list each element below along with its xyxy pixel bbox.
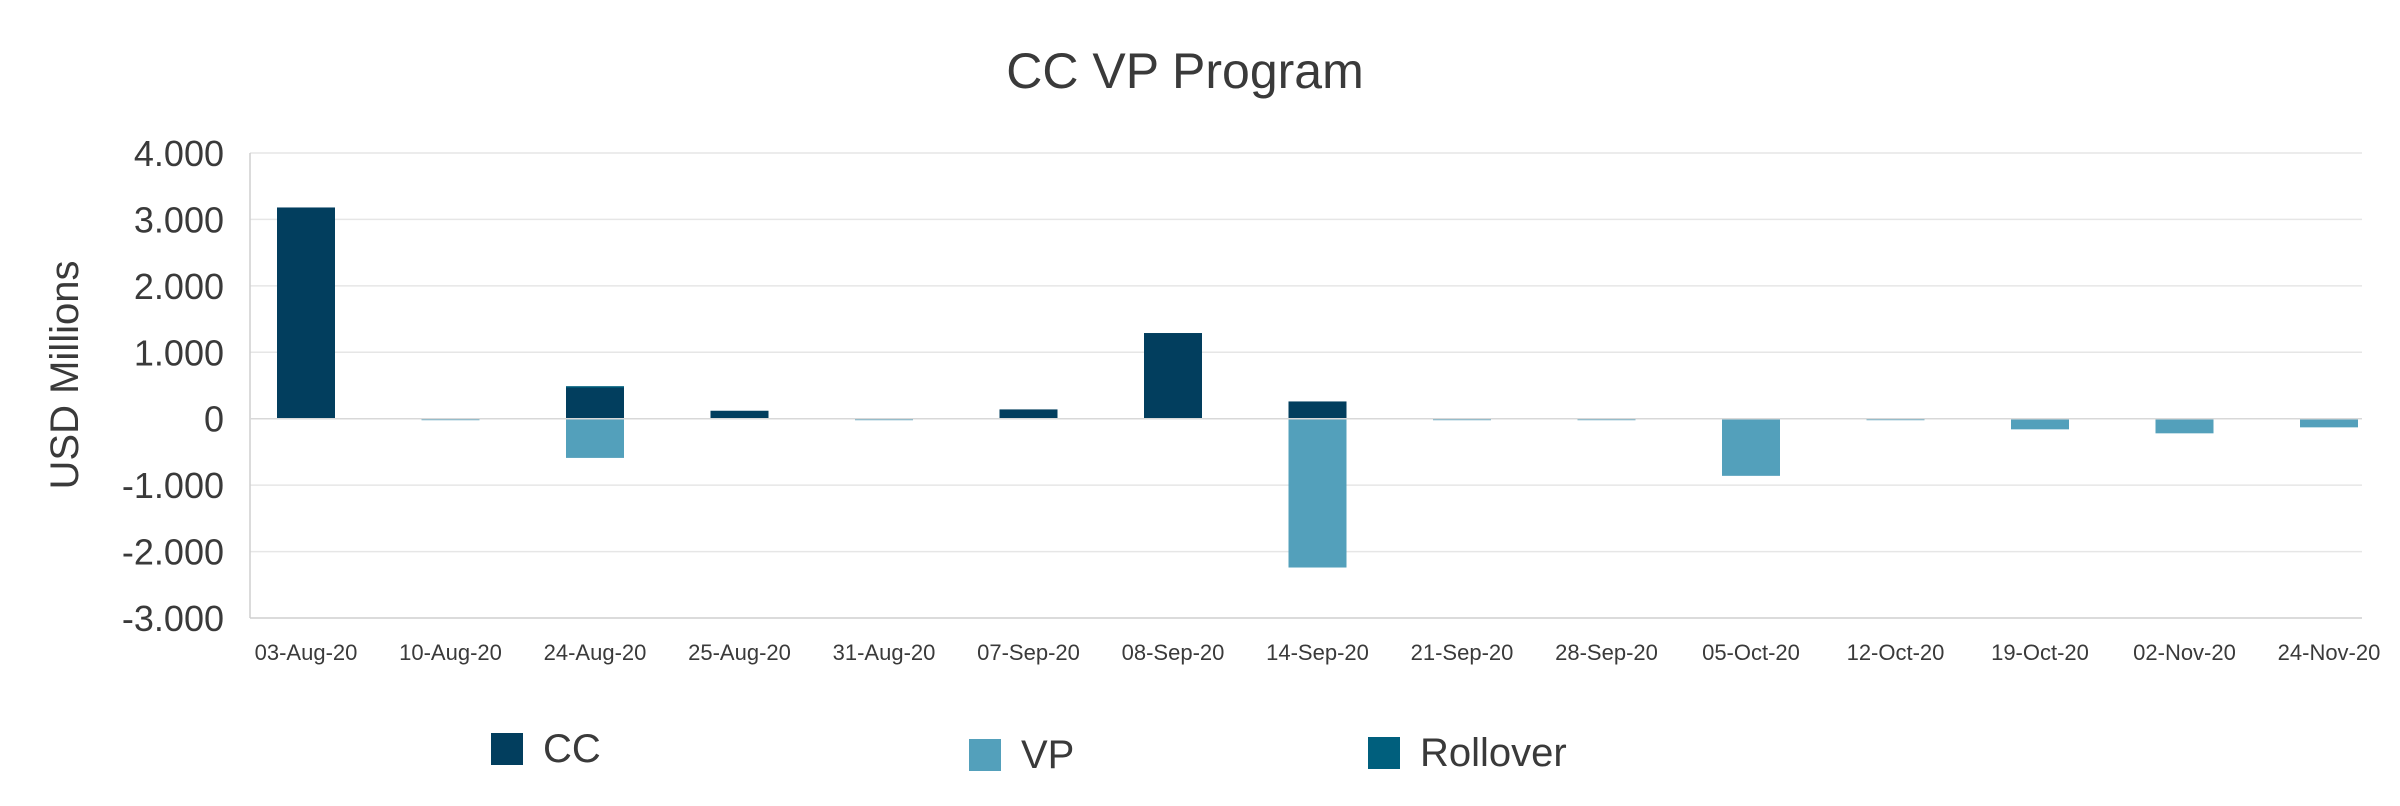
x-tick-label: 31-Aug-20 <box>833 640 936 665</box>
y-axis-label: USD Millions <box>43 261 87 490</box>
x-tick-label: 24-Nov-20 <box>2278 640 2381 665</box>
bar-rollover-24-aug-20 <box>566 386 624 388</box>
y-tick-label: -3.000 <box>122 598 224 639</box>
x-tick-label: 08-Sep-20 <box>1122 640 1225 665</box>
legend-label: Rollover <box>1420 731 1567 775</box>
legend-swatch <box>1368 737 1400 769</box>
y-tick-label: 1.000 <box>134 332 224 373</box>
bar-cc-24-aug-20 <box>566 387 624 419</box>
legend-item-cc: CC <box>491 727 601 771</box>
legend-swatch <box>969 739 1001 771</box>
bar-vp-02-nov-20 <box>2155 418 2214 434</box>
legend-item-vp: VP <box>969 733 1074 777</box>
chart-title: CC VP Program <box>1006 43 1364 99</box>
x-tick-label: 10-Aug-20 <box>399 640 502 665</box>
bar-vp-19-oct-20 <box>2011 418 2069 430</box>
legend-label: VP <box>1021 733 1074 777</box>
x-tick-label: 05-Oct-20 <box>1702 640 1800 665</box>
legend-item-rollover: Rollover <box>1368 731 1567 775</box>
y-tick-labels: 4.000 3.000 2.000 1.000 0 -1.000 -2.000 -3.000 <box>122 133 224 639</box>
y-tick-label: -1.000 <box>122 465 224 506</box>
bar-cc-25-aug-20 <box>710 410 769 419</box>
bar-cc-07-sep-20 <box>999 409 1058 419</box>
bar-vp-24-nov-20 <box>2300 418 2358 428</box>
x-tick-label: 19-Oct-20 <box>1991 640 2089 665</box>
x-tick-label: 24-Aug-20 <box>544 640 647 665</box>
x-tick-label: 07-Sep-20 <box>977 640 1080 665</box>
bar-cc-03-aug-20 <box>277 207 335 419</box>
y-tick-label: 3.000 <box>134 199 224 240</box>
y-tick-label: 4.000 <box>134 133 224 174</box>
y-tick-label: -2.000 <box>122 532 224 573</box>
bars <box>277 207 2358 568</box>
x-tick-label: 02-Nov-20 <box>2133 640 2236 665</box>
axes <box>249 153 2362 619</box>
legend-label: CC <box>543 727 601 771</box>
legend: CC VP Rollover <box>491 727 1567 777</box>
x-tick-label: 03-Aug-20 <box>255 640 358 665</box>
bar-vp-05-oct-20 <box>1722 418 1780 476</box>
x-tick-label: 21-Sep-20 <box>1411 640 1514 665</box>
x-tick-label: 14-Sep-20 <box>1266 640 1369 665</box>
bar-vp-14-sep-20 <box>1288 418 1347 568</box>
bar-cc-08-sep-20 <box>1144 333 1202 419</box>
bar-cc-14-sep-20 <box>1288 401 1347 419</box>
legend-swatch <box>491 733 523 765</box>
bar-vp-24-aug-20 <box>566 418 624 458</box>
x-tick-label: 28-Sep-20 <box>1555 640 1658 665</box>
y-tick-label: 2.000 <box>134 266 224 307</box>
x-tick-label: 25-Aug-20 <box>688 640 791 665</box>
y-tick-label: 0 <box>204 399 224 440</box>
x-tick-label: 12-Oct-20 <box>1847 640 1945 665</box>
x-tick-labels: 03-Aug-20 10-Aug-20 24-Aug-20 25-Aug-20 31-A… <box>255 640 2381 665</box>
